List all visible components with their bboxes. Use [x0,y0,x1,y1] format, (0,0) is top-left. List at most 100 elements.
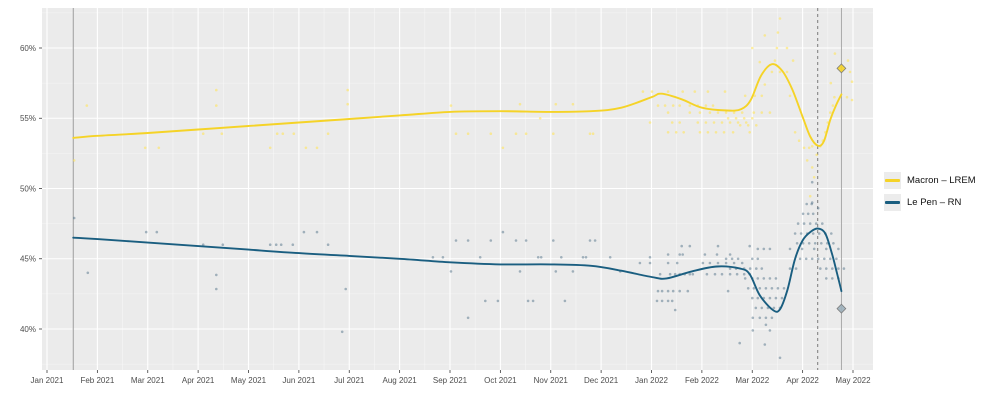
poll-point [660,289,664,293]
poll-point [706,131,710,134]
poll-point [764,316,768,320]
poll-point [658,272,662,276]
poll-point [344,287,348,291]
poll-point [441,255,445,259]
poll-point [751,46,754,50]
poll-point [454,239,458,242]
poll-point [703,253,707,256]
poll-point [760,94,764,98]
poll-point [728,267,732,270]
poll-point [752,287,756,290]
poll-point [656,104,660,107]
poll-point [760,306,764,310]
poll-point [810,145,814,148]
poll-point [825,277,828,280]
poll-point [650,90,654,93]
poll-point [740,111,744,114]
poll-point [518,270,522,273]
poll-point [86,271,90,275]
x-tick-label: Mar 2021 [131,376,165,385]
poll-point [805,159,809,162]
legend: Macron – LREM Le Pen – RN [884,172,976,211]
poll-point [795,242,799,245]
poll-point [706,90,710,93]
poll-point [756,277,760,280]
poll-point [794,267,798,270]
poll-point [731,131,735,134]
poll-point [588,132,592,135]
poll-point [821,222,824,225]
poll-point [751,117,754,120]
poll-point [552,132,555,135]
poll-point [772,306,776,310]
poll-point [275,132,279,135]
poll-point [831,104,835,107]
poll-point [760,111,764,114]
poll-point [760,267,764,270]
poll-point [291,243,295,246]
poll-point [496,299,500,303]
poll-point [489,239,493,242]
poll-point [346,88,350,92]
poll-point [268,146,272,150]
poll-point [743,277,747,280]
poll-point [736,121,740,124]
poll-point [681,90,684,93]
poll-point [785,70,789,74]
poll-point [588,239,592,242]
poll-point [72,159,76,162]
x-tick-label: Jun 2021 [282,376,315,385]
poll-point [584,255,588,259]
poll-point [201,132,205,135]
poll-point [736,257,740,261]
poll-point [638,261,642,265]
poll-point [340,330,344,334]
poll-point [571,270,575,273]
poll-point [581,255,585,259]
poll-point [708,261,712,265]
poll-point [768,277,772,280]
poll-point [763,343,767,346]
poll-point [810,257,814,261]
poll-point [215,88,218,92]
poll-point [563,299,567,303]
poll-point [762,247,766,251]
poll-point [810,166,814,169]
poll-point [835,257,838,261]
poll-point [831,267,834,270]
poll-point [817,232,821,235]
poll-point [807,146,811,150]
poll-point [788,267,792,270]
poll-point [524,132,528,135]
poll-point [755,124,758,127]
poll-point [774,277,778,280]
x-tick-label: May 2021 [231,376,267,385]
poll-point [648,261,652,265]
poll-point [756,296,760,300]
poll-point [656,289,660,293]
poll-point [536,255,540,259]
poll-point [808,194,812,198]
poll-point [812,176,816,179]
poll-point [716,261,720,265]
poll-point [660,299,664,303]
poll-point [304,146,308,150]
poll-point [268,243,272,246]
poll-point [712,121,716,124]
poll-point [671,289,675,293]
poll-point [773,59,777,62]
poll-point [466,132,470,135]
poll-point [732,261,736,265]
poll-point [756,257,760,261]
poll-point [850,80,854,83]
poll-point [764,287,768,290]
poll-point [728,253,732,256]
poll-point [846,59,850,62]
poll-point [724,257,728,261]
poll-point [819,267,822,270]
poll-point [845,95,849,99]
macron-result-marker [836,63,847,74]
y-tick-label: 60% [20,44,36,53]
poll-point [678,289,681,293]
poll-point [72,216,76,220]
